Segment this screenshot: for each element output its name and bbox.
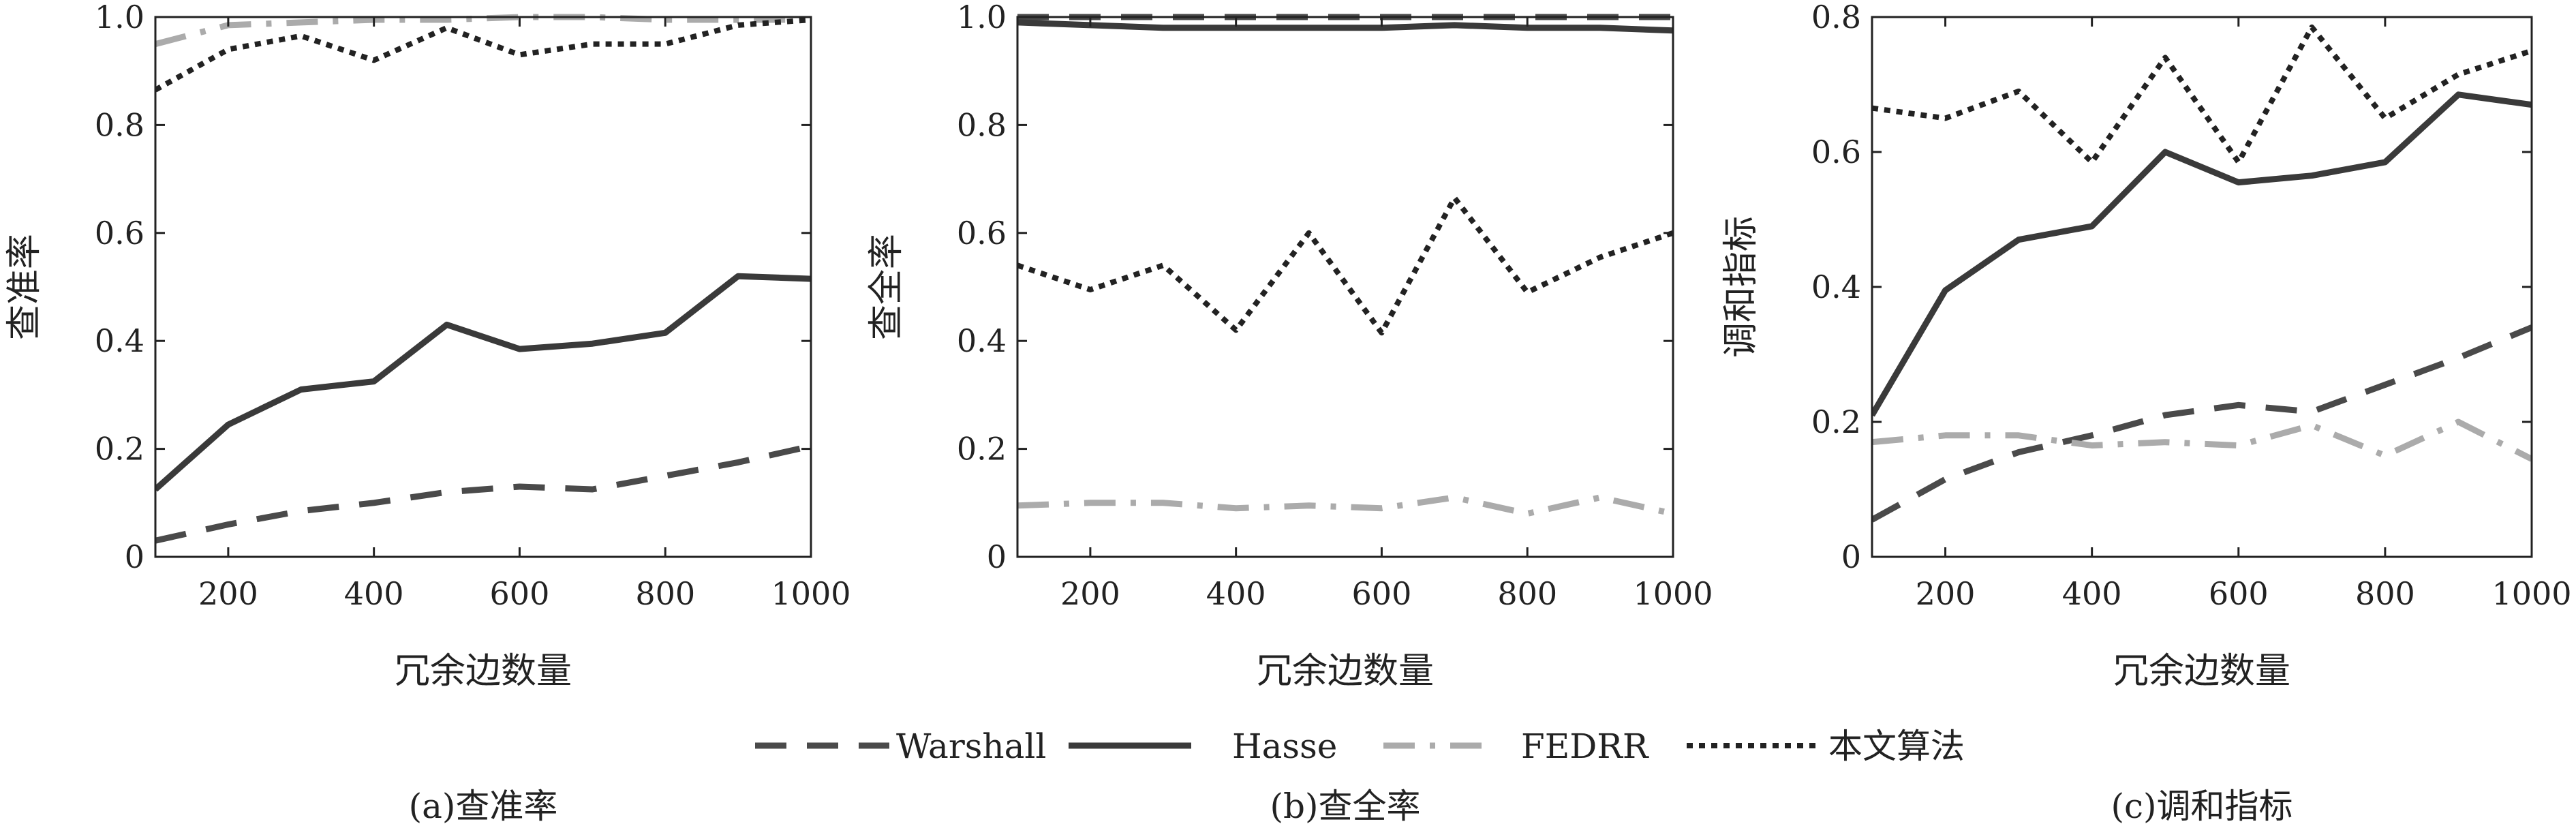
x-tick-label: 200 xyxy=(198,575,258,612)
y-tick-label: 1.0 xyxy=(95,0,144,35)
series-group xyxy=(155,14,811,544)
series-line-Warshall xyxy=(1872,324,2532,523)
y-tick-label: 0.2 xyxy=(957,431,1007,468)
x-tick-label: 600 xyxy=(490,575,550,612)
series-group xyxy=(1017,14,1673,517)
x-axis-label: 冗余边数量 xyxy=(2113,651,2290,692)
y-tick-label: 0.6 xyxy=(95,215,144,251)
x-tick-label: 400 xyxy=(2062,575,2122,612)
y-tick-label: 0.2 xyxy=(1811,403,1861,440)
legend-label-FEDRR: FEDRR xyxy=(1521,727,1649,766)
chart-panels: 0 0.2 0.4 0.6 0.8 1.0 200 400 600 800 1000 冗余边数量 查准率… xyxy=(4,0,2572,826)
x-axis-label: 冗余边数量 xyxy=(395,651,572,692)
chart-panel-0: 0 0.2 0.4 0.6 0.8 1.0 200 400 600 800 1000 冗余边数量 查准率… xyxy=(4,0,851,826)
series-line-Warshall xyxy=(155,443,811,544)
series-group xyxy=(1872,24,2532,523)
series-line-Hasse xyxy=(155,273,811,492)
y-tick-label: 0.8 xyxy=(1811,0,1861,35)
y-tick-label: 0 xyxy=(125,538,144,575)
x-tick-label: 400 xyxy=(1206,575,1266,612)
y-tick-label: 0.8 xyxy=(95,106,144,143)
x-tick-label: 600 xyxy=(2209,575,2269,612)
series-line-FEDRR xyxy=(1872,418,2532,462)
chart-panel-2: 0 0.2 0.4 0.6 0.8 200 400 600 800 1000 冗余边数量 调和指标 (c… xyxy=(1721,0,2572,826)
x-tick-label: 200 xyxy=(1916,575,1976,612)
y-tick-label: 0 xyxy=(987,538,1007,575)
y-axis-label: 查全率 xyxy=(866,234,907,340)
x-tick-label: 800 xyxy=(1497,575,1557,612)
plot-frame xyxy=(1016,16,1674,558)
y-tick-label: 0.6 xyxy=(957,215,1007,251)
x-tick-label: 1000 xyxy=(2491,575,2571,612)
legend-label-Hasse: Hasse xyxy=(1232,727,1337,766)
panel-caption: (c)调和指标 xyxy=(2111,787,2293,826)
plot-frame xyxy=(1871,16,2533,558)
series-line-本文算法 xyxy=(155,17,811,93)
y-axis-label: 调和指标 xyxy=(1721,216,1762,358)
legend: Warshall Hasse FEDRR 本文算法 xyxy=(755,727,1965,766)
panel-caption: (a)查准率 xyxy=(409,787,558,826)
chart-panel-1: 0 0.2 0.4 0.6 0.8 1.0 200 400 600 800 1000 冗余边数量 查全率… xyxy=(866,0,1713,826)
x-axis-label: 冗余边数量 xyxy=(1257,651,1434,692)
x-tick-label: 1000 xyxy=(1633,575,1713,612)
x-tick-label: 400 xyxy=(344,575,404,612)
y-tick-label: 0.8 xyxy=(957,106,1007,143)
series-line-Hasse xyxy=(1872,91,2532,417)
series-line-Hasse xyxy=(1017,19,1673,34)
y-tick-label: 0.6 xyxy=(1811,134,1861,170)
legend-label-Warshall: Warshall xyxy=(896,727,1046,766)
y-tick-label: 0.4 xyxy=(957,322,1007,359)
y-tick-label: 0.2 xyxy=(95,431,144,468)
y-axis-label: 查准率 xyxy=(4,234,45,340)
y-tick-label: 0.4 xyxy=(95,322,144,359)
panel-caption: (b)查全率 xyxy=(1270,787,1420,826)
x-tick-label: 600 xyxy=(1352,575,1412,612)
x-tick-label: 800 xyxy=(2355,575,2415,612)
x-tick-label: 200 xyxy=(1060,575,1120,612)
x-tick-label: 1000 xyxy=(771,575,850,612)
plot-frame xyxy=(154,16,812,558)
series-line-本文算法 xyxy=(1872,24,2532,165)
y-tick-label: 0 xyxy=(1841,538,1861,575)
series-line-本文算法 xyxy=(1017,195,1673,336)
legend-label-本文算法: 本文算法 xyxy=(1828,727,1965,766)
series-line-FEDRR xyxy=(1017,494,1673,517)
series-line-FEDRR xyxy=(155,14,811,47)
y-tick-label: 1.0 xyxy=(957,0,1007,35)
y-tick-label: 0.4 xyxy=(1811,269,1861,305)
x-tick-label: 800 xyxy=(635,575,695,612)
